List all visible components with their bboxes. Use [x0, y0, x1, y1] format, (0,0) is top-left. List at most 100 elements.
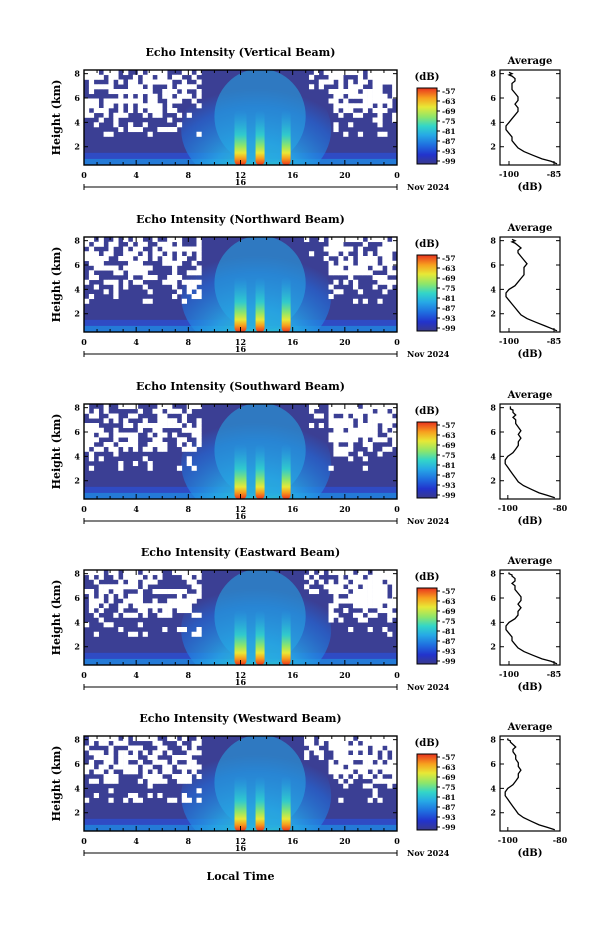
no-data-cell	[372, 579, 378, 585]
no-data-cell	[176, 275, 183, 281]
no-data-cell	[333, 289, 339, 295]
no-data-cell	[88, 778, 95, 784]
no-data-cell	[387, 260, 393, 266]
no-data-cell	[387, 598, 393, 604]
no-data-cell	[113, 764, 119, 770]
no-data-cell	[157, 774, 163, 780]
no-data-cell	[88, 465, 95, 471]
no-data-cell	[338, 427, 344, 433]
no-data-cell	[142, 89, 148, 95]
no-data-cell	[142, 418, 148, 424]
no-data-cell	[191, 764, 197, 770]
no-data-cell	[313, 750, 320, 756]
no-data-cell	[157, 79, 163, 85]
no-data-cell	[191, 284, 197, 290]
no-data-cell	[93, 778, 99, 784]
no-data-cell	[118, 589, 124, 595]
no-data-cell	[343, 736, 349, 742]
no-data-cell	[387, 404, 393, 410]
no-data-cell	[93, 98, 99, 104]
no-data-cell	[382, 736, 388, 742]
profile-y-tick-label: 2	[490, 808, 496, 818]
no-data-cell	[367, 574, 373, 580]
no-data-cell	[157, 74, 163, 80]
profile-y-tick-label: 4	[490, 284, 496, 294]
no-data-cell	[338, 84, 344, 90]
no-data-cell	[382, 256, 388, 262]
no-data-cell	[167, 103, 173, 109]
no-data-cell	[167, 93, 173, 99]
no-data-cell	[362, 408, 368, 414]
no-data-cell	[343, 437, 349, 443]
no-data-cell	[128, 108, 134, 114]
no-data-cell	[357, 93, 364, 99]
x-tick-label: 20	[339, 504, 351, 514]
no-data-cell	[362, 103, 368, 109]
no-data-cell	[352, 112, 359, 118]
no-data-cell	[176, 627, 183, 633]
no-data-cell	[357, 112, 364, 118]
no-data-cell	[152, 774, 158, 780]
no-data-cell	[176, 740, 183, 746]
no-data-cell	[377, 117, 383, 123]
no-data-cell	[387, 778, 393, 784]
no-data-cell	[367, 612, 373, 618]
x-tick-label: 8	[186, 170, 192, 180]
no-data-cell	[196, 237, 202, 243]
no-data-cell	[186, 279, 192, 285]
panel-2: Echo Intensity (Southward Beam)2468Heigh…	[50, 380, 568, 527]
no-data-cell	[152, 93, 158, 99]
no-data-cell	[186, 598, 192, 604]
no-data-cell	[343, 70, 349, 76]
no-data-cell	[392, 593, 397, 599]
no-data-cell	[128, 98, 134, 104]
no-data-cell	[128, 241, 134, 247]
no-data-cell	[88, 270, 95, 276]
no-data-cell	[93, 70, 99, 76]
day-label: 16	[235, 843, 247, 853]
no-data-cell	[328, 241, 334, 247]
no-data-cell	[88, 589, 95, 595]
no-data-cell	[387, 98, 393, 104]
no-data-cell	[348, 574, 354, 580]
no-data-cell	[137, 279, 143, 285]
y-tick-label: 2	[74, 642, 80, 652]
no-data-cell	[172, 89, 178, 95]
no-data-cell	[377, 131, 383, 137]
no-data-cell	[328, 570, 334, 576]
x-tick-label: 0	[81, 670, 87, 680]
profile-x-tick-label: -85	[547, 336, 561, 346]
colorbar-tick-label: -93	[442, 481, 456, 490]
no-data-cell	[132, 579, 139, 585]
no-data-cell	[382, 764, 388, 770]
no-data-cell	[137, 84, 143, 90]
no-data-cell	[93, 579, 99, 585]
no-data-cell	[167, 279, 173, 285]
no-data-cell	[162, 418, 168, 424]
no-data-cell	[338, 74, 344, 80]
no-data-cell	[357, 745, 364, 751]
no-data-cell	[162, 423, 168, 429]
no-data-cell	[88, 112, 95, 118]
no-data-cell	[362, 89, 368, 95]
no-data-cell	[328, 418, 334, 424]
no-data-cell	[162, 256, 168, 262]
no-data-cell	[372, 584, 378, 590]
no-data-cell	[377, 764, 383, 770]
y-tick-label: 4	[74, 451, 80, 461]
no-data-cell	[123, 279, 129, 285]
no-data-cell	[123, 284, 129, 290]
no-data-cell	[352, 103, 359, 109]
no-data-cell	[372, 256, 378, 262]
no-data-cell	[113, 284, 119, 290]
no-data-cell	[118, 584, 124, 590]
no-data-cell	[377, 246, 383, 252]
no-data-cell	[357, 265, 364, 271]
no-data-cell	[191, 769, 197, 775]
y-tick-label: 6	[74, 427, 80, 437]
no-data-cell	[186, 579, 192, 585]
x-tick-label: 20	[339, 670, 351, 680]
no-data-cell	[333, 774, 339, 780]
no-data-cell	[352, 745, 359, 751]
